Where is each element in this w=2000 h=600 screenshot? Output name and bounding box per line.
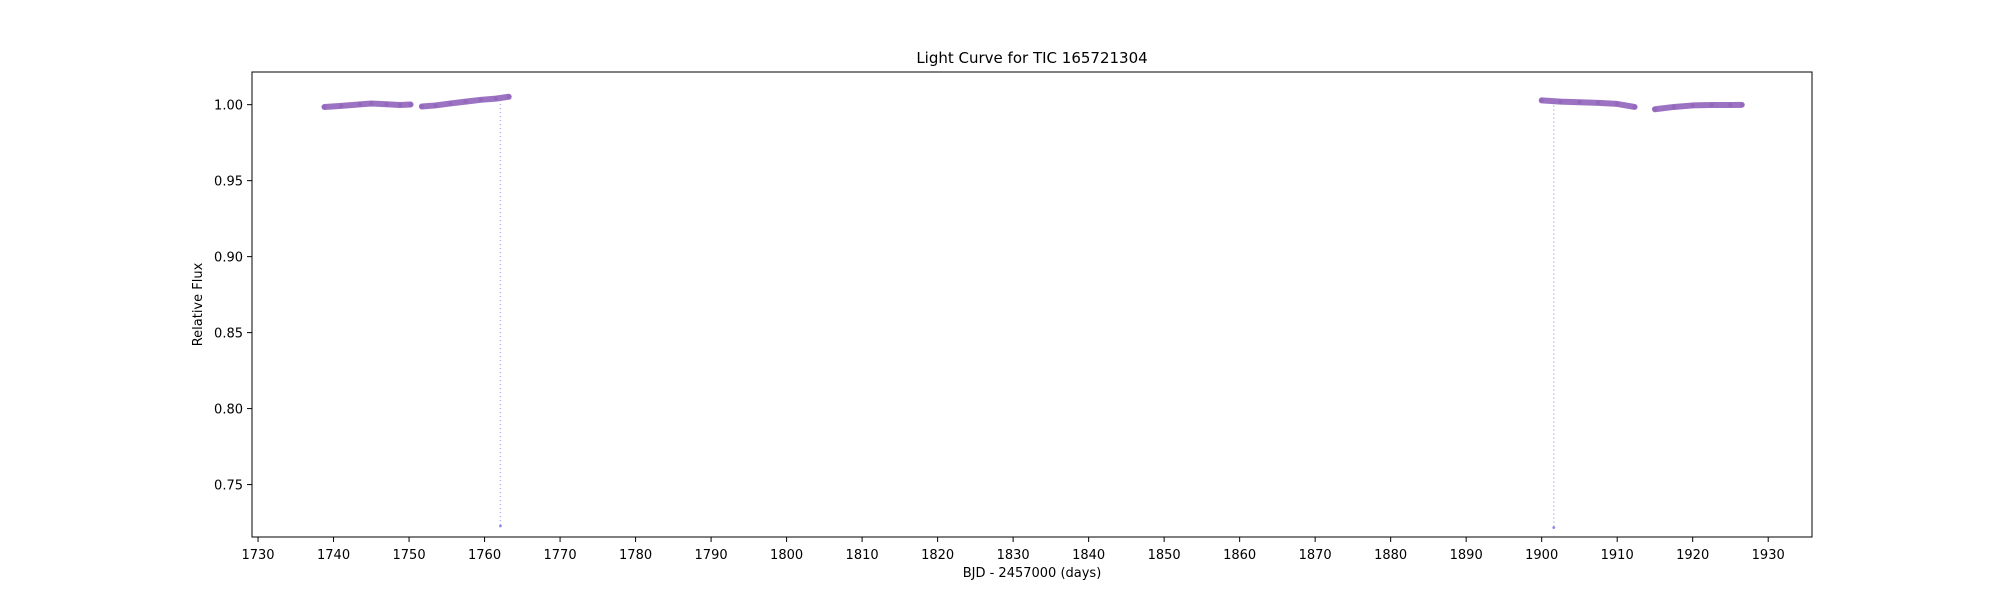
x-tick-label: 1860 (1223, 548, 1256, 563)
x-tick-label: 1830 (997, 548, 1030, 563)
y-axis-title: Relative Flux (191, 262, 206, 346)
transit-minimum-point (1552, 526, 1556, 529)
flux-point (1739, 102, 1744, 108)
transit-minimum-point (499, 524, 502, 528)
flux-point (1652, 107, 1658, 112)
flux-point (419, 104, 425, 109)
y-tick-label: 0.75 (214, 479, 243, 494)
flux-point (357, 102, 363, 107)
flux-point (1728, 102, 1733, 108)
x-tick-label: 1760 (468, 548, 501, 563)
flux-point (493, 96, 499, 101)
flux-point (463, 99, 468, 104)
flux-point (397, 102, 403, 108)
plot-frame (251, 71, 1813, 538)
x-tick-label: 1840 (1072, 548, 1105, 563)
flux-point (478, 97, 483, 103)
x-tick-label: 1900 (1525, 548, 1558, 563)
flux-point (1632, 104, 1637, 110)
x-tick-label: 1800 (770, 548, 803, 563)
flux-point (322, 104, 327, 110)
plot-data (321, 93, 1745, 529)
x-tick-label: 1890 (1450, 548, 1483, 563)
flux-point (1539, 98, 1544, 103)
flux-point (433, 103, 438, 108)
y-tick-label: 0.90 (214, 251, 243, 266)
x-tick-label: 1820 (921, 548, 954, 563)
x-tick-label: 1780 (619, 548, 652, 563)
x-tick-label: 1790 (695, 548, 728, 563)
x-tick-label: 1770 (544, 548, 577, 563)
flux-segment (1538, 97, 1638, 110)
flux-point (384, 102, 389, 107)
flux-point (448, 101, 453, 106)
flux-point (1596, 100, 1601, 106)
flux-point (1558, 99, 1563, 104)
x-tick-label: 1850 (1148, 548, 1181, 563)
flux-point (1709, 102, 1714, 108)
x-axis-ticks: 1730 1740 1750 1760 1770 1780 1790 1800 1810 1820… (241, 537, 1785, 563)
y-tick-label: 0.95 (214, 175, 243, 190)
x-tick-label: 1870 (1299, 548, 1332, 563)
flux-point (369, 101, 374, 106)
x-tick-label: 1810 (846, 548, 879, 563)
x-tick-label: 1910 (1601, 548, 1634, 563)
y-tick-label: 0.85 (214, 327, 243, 342)
flux-point (408, 102, 413, 107)
flux-point (1614, 101, 1620, 107)
flux-point (1671, 104, 1677, 110)
x-tick-label: 1740 (317, 548, 350, 563)
flux-point (506, 94, 511, 99)
flux-point (1690, 103, 1695, 108)
x-tick-label: 1750 (393, 548, 426, 563)
x-tick-label: 1930 (1752, 548, 1785, 563)
flux-point (1577, 100, 1582, 105)
x-tick-label: 1920 (1676, 548, 1709, 563)
y-tick-label: 1.00 (214, 99, 243, 114)
x-tick-label: 1730 (241, 548, 274, 563)
chart-title: Light Curve for TIC 165721304 (916, 49, 1147, 67)
flux-segment (321, 100, 414, 110)
flux-point (338, 103, 344, 109)
x-axis-title: BJD - 2457000 (days) (963, 566, 1102, 581)
x-tick-label: 1880 (1374, 548, 1407, 563)
y-axis-ticks: 0.75 0.80 0.85 0.90 0.95 1.00 (214, 99, 252, 494)
y-tick-label: 0.80 (214, 403, 243, 418)
